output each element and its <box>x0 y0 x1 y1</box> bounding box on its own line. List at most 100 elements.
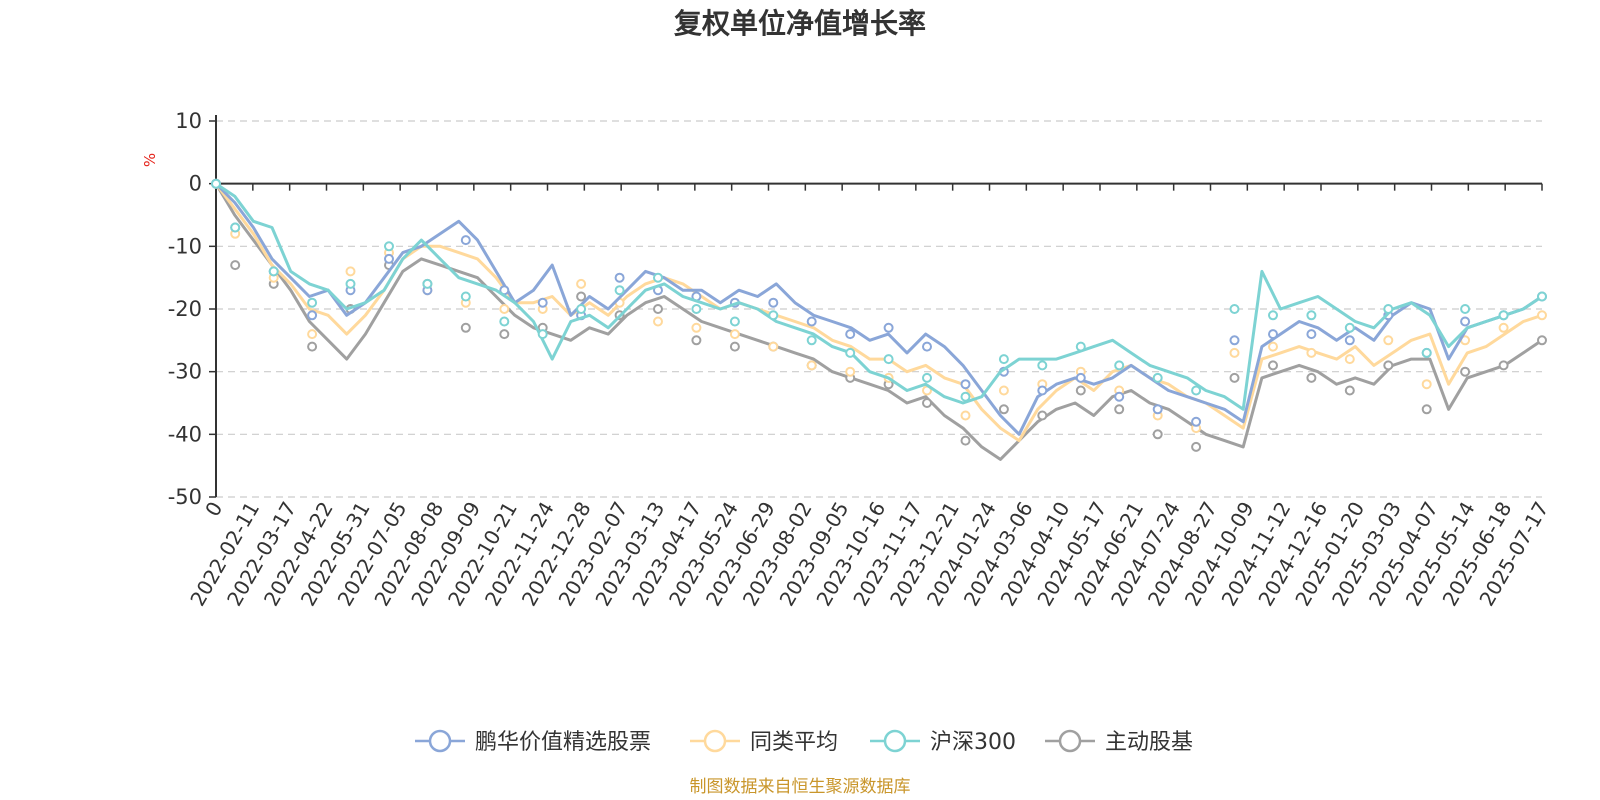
series-marker <box>1268 310 1278 321</box>
series-marker <box>268 266 279 277</box>
series-marker <box>576 304 587 314</box>
series-marker <box>691 304 702 314</box>
series-marker <box>729 329 740 340</box>
series-marker <box>998 404 1009 415</box>
series-marker <box>1306 310 1317 321</box>
legend-item[interactable]: 沪深300 <box>870 729 1016 755</box>
series-marker <box>230 260 241 271</box>
series-marker <box>1306 329 1317 340</box>
legend-label: 同类平均 <box>750 730 838 755</box>
series-marker <box>307 297 318 308</box>
series-marker <box>922 372 932 383</box>
legend-swatch-icon <box>883 729 907 753</box>
series-marker <box>614 272 625 283</box>
series-marker <box>460 322 471 333</box>
series-marker <box>729 316 740 327</box>
legend-item[interactable]: 同类平均 <box>690 729 838 755</box>
series-marker <box>1152 429 1163 440</box>
series-marker <box>576 291 587 302</box>
y-tick-label: -50 <box>168 485 202 509</box>
series-marker <box>307 310 318 321</box>
series-marker <box>1114 404 1125 415</box>
series-marker <box>614 285 625 296</box>
series-marker <box>1306 347 1317 358</box>
series-group <box>211 178 1547 461</box>
series-marker <box>1229 304 1240 314</box>
series-marker <box>883 354 894 365</box>
grid-lines <box>216 120 1542 498</box>
series-marker <box>806 335 817 346</box>
series-marker <box>1383 335 1394 346</box>
series-marker <box>1075 341 1086 352</box>
y-tick-label: -10 <box>168 234 202 258</box>
series-line <box>214 182 1543 443</box>
series-marker <box>345 278 356 289</box>
series-marker <box>211 178 221 189</box>
legend-swatch-icon <box>1058 729 1082 753</box>
series-marker <box>1191 385 1202 396</box>
series-marker <box>960 435 971 446</box>
series-marker <box>307 341 318 352</box>
y-tick-label: -40 <box>168 422 202 446</box>
series-marker <box>1344 385 1355 396</box>
series-marker <box>1114 360 1125 371</box>
y-axis-unit: % <box>141 153 159 167</box>
series-marker <box>922 398 932 408</box>
series-marker <box>768 310 779 321</box>
series-marker <box>1037 385 1048 396</box>
legend[interactable]: 鹏华价值精选股票 同类平均 沪深300 主动股基 <box>415 729 1193 755</box>
series-marker <box>537 297 548 308</box>
series-marker <box>384 253 394 264</box>
y-tick-label: 0 <box>189 172 202 196</box>
series-marker <box>1421 379 1432 390</box>
series-marker <box>499 304 510 314</box>
series-marker <box>691 322 702 333</box>
y-tick-label: -30 <box>168 360 202 384</box>
series-marker <box>460 291 471 302</box>
x-tick-label: 0 <box>200 498 227 521</box>
series-marker <box>1344 354 1355 365</box>
series-line <box>214 182 1543 461</box>
series-marker <box>1191 441 1202 452</box>
series-marker <box>768 297 779 308</box>
series-marker <box>768 341 779 352</box>
y-axis: 10 0 -10 -20 -30 -40 -50 <box>168 109 217 509</box>
series-marker <box>960 410 971 421</box>
series-marker <box>1268 329 1278 340</box>
series-marker <box>1229 347 1240 358</box>
series-marker <box>691 335 702 346</box>
series-marker <box>1075 385 1086 396</box>
series-marker <box>1306 372 1317 383</box>
legend-label: 沪深300 <box>930 730 1016 755</box>
series-line <box>214 182 1543 436</box>
chart-title: 复权单位净值增长率 <box>674 7 926 40</box>
series-marker <box>1498 310 1509 321</box>
series-marker <box>1344 322 1355 333</box>
series-marker <box>883 322 894 333</box>
series-marker <box>345 266 356 277</box>
series-marker <box>806 360 817 371</box>
series-marker <box>653 316 663 327</box>
series-marker <box>1498 322 1509 333</box>
source-note: 制图数据来自恒生聚源数据库 <box>690 777 911 797</box>
y-tick-label: -20 <box>168 297 202 321</box>
series-marker <box>537 329 548 340</box>
series-marker <box>1075 372 1086 383</box>
series-marker <box>1421 404 1432 415</box>
legend-item[interactable]: 鹏华价值精选股票 <box>415 729 651 755</box>
series-marker <box>1460 366 1471 377</box>
series-marker <box>499 316 510 327</box>
series-marker <box>1037 410 1048 421</box>
series-marker <box>1460 304 1471 314</box>
legend-item[interactable]: 主动股基 <box>1045 729 1193 755</box>
series-marker <box>1152 372 1163 383</box>
series-marker <box>1268 360 1278 371</box>
series-marker <box>230 222 241 233</box>
series-marker <box>1537 335 1547 346</box>
series-marker <box>1229 335 1240 346</box>
series-marker <box>1498 360 1509 371</box>
series-marker <box>1421 347 1432 358</box>
series-marker <box>922 341 932 352</box>
series-marker <box>1229 372 1240 383</box>
